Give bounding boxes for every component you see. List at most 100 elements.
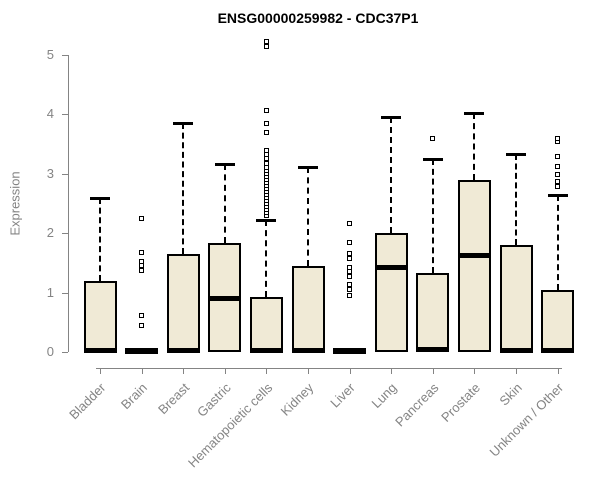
outlier-point xyxy=(263,39,269,45)
boxplot-box xyxy=(499,245,533,352)
whisker-line xyxy=(473,113,476,180)
whisker-line xyxy=(307,166,309,266)
y-axis-line xyxy=(68,55,69,352)
whisker-line xyxy=(390,117,393,234)
outlier-point xyxy=(139,322,145,328)
y-axis-tick xyxy=(62,114,68,116)
x-category-label: Skin xyxy=(496,380,525,409)
y-tick-label: 5 xyxy=(46,47,54,62)
x-category-label: Liver xyxy=(327,380,359,411)
outlier-point xyxy=(555,135,561,141)
outlier-point xyxy=(263,147,269,153)
x-category-label: Prostate xyxy=(438,380,484,425)
outlier-point xyxy=(139,215,145,221)
y-tick-label: 4 xyxy=(46,106,54,122)
whisker-line xyxy=(99,197,101,281)
whisker-line xyxy=(265,220,268,298)
median-line xyxy=(333,348,367,354)
boxplot-box xyxy=(83,280,117,352)
whisker-cap xyxy=(298,165,318,169)
outlier-point xyxy=(347,287,353,293)
boxplot-box xyxy=(457,179,491,352)
x-axis-tick xyxy=(432,368,434,374)
whisker-cap xyxy=(381,116,402,120)
x-category-label: Unknown / Other xyxy=(486,380,567,460)
whisker-line xyxy=(182,123,185,254)
outlier-point xyxy=(263,107,269,113)
y-axis-tick xyxy=(62,292,68,294)
outlier-point xyxy=(347,282,353,288)
whisker-cap xyxy=(547,193,568,197)
x-axis-tick xyxy=(516,368,517,374)
x-category-label: Pancreas xyxy=(391,380,442,430)
outlier-point xyxy=(139,250,145,256)
x-axis-tick xyxy=(391,368,393,374)
outlier-point xyxy=(347,239,353,245)
x-category-label: Lung xyxy=(368,380,400,412)
median-line xyxy=(83,347,117,353)
whisker-line xyxy=(556,194,559,290)
whisker-cap xyxy=(422,157,443,161)
outlier-point xyxy=(263,129,269,135)
x-axis-tick xyxy=(141,368,143,374)
whisker-cap xyxy=(256,219,277,223)
outlier-point xyxy=(555,172,561,178)
median-line xyxy=(499,347,533,353)
x-axis-tick xyxy=(224,368,226,374)
x-axis-tick xyxy=(266,368,268,374)
y-axis-tick xyxy=(62,233,68,235)
x-axis-tick xyxy=(349,368,351,374)
y-tick-label: 0 xyxy=(46,344,54,359)
whisker-cap xyxy=(464,112,485,116)
x-category-label: Bladder xyxy=(66,380,109,423)
outlier-point xyxy=(555,184,561,190)
outlier-point xyxy=(555,164,561,170)
boxplot-box xyxy=(541,289,575,352)
boxplot-box xyxy=(416,272,450,352)
whisker-cap xyxy=(506,153,526,157)
outlier-point xyxy=(139,312,145,318)
boxplot-box xyxy=(291,265,325,352)
median-line xyxy=(249,347,283,353)
whisker-cap xyxy=(90,196,110,200)
outlier-point xyxy=(347,251,353,257)
outlier-point xyxy=(347,274,353,280)
outlier-point xyxy=(555,179,561,185)
x-axis-tick xyxy=(183,368,185,374)
median-line xyxy=(374,265,408,271)
median-line xyxy=(208,296,242,302)
whisker-line xyxy=(515,154,517,246)
median-line xyxy=(291,347,325,353)
outlier-point xyxy=(430,135,436,141)
outlier-point xyxy=(347,293,353,299)
median-line xyxy=(125,348,159,354)
x-axis-tick xyxy=(308,368,309,374)
y-axis-label: Expression xyxy=(7,171,23,236)
x-axis-tick xyxy=(557,368,559,374)
x-category-label: Brain xyxy=(118,380,151,413)
outlier-point xyxy=(263,120,269,126)
y-axis-tick xyxy=(62,352,68,353)
median-line xyxy=(457,253,491,259)
boxplot-box xyxy=(249,297,283,352)
whisker-line xyxy=(431,158,434,273)
x-axis-line xyxy=(96,368,562,369)
x-axis-tick xyxy=(474,368,476,374)
y-axis-tick xyxy=(62,173,68,175)
x-axis-tick xyxy=(100,368,101,374)
median-line xyxy=(166,347,200,353)
median-line xyxy=(416,347,450,353)
x-category-label: Gastric xyxy=(193,380,234,420)
x-category-label: Breast xyxy=(154,380,192,418)
x-category-label: Kidney xyxy=(277,380,317,419)
boxplot-box xyxy=(166,253,200,352)
outlier-point xyxy=(263,152,269,158)
whisker-line xyxy=(223,163,226,244)
y-tick-label: 1 xyxy=(46,284,54,300)
median-line xyxy=(541,347,575,353)
whisker-cap xyxy=(173,122,194,126)
y-tick-label: 3 xyxy=(46,165,54,181)
y-tick-label: 2 xyxy=(46,225,54,241)
outlier-point xyxy=(555,154,561,160)
outlier-point xyxy=(263,165,269,171)
